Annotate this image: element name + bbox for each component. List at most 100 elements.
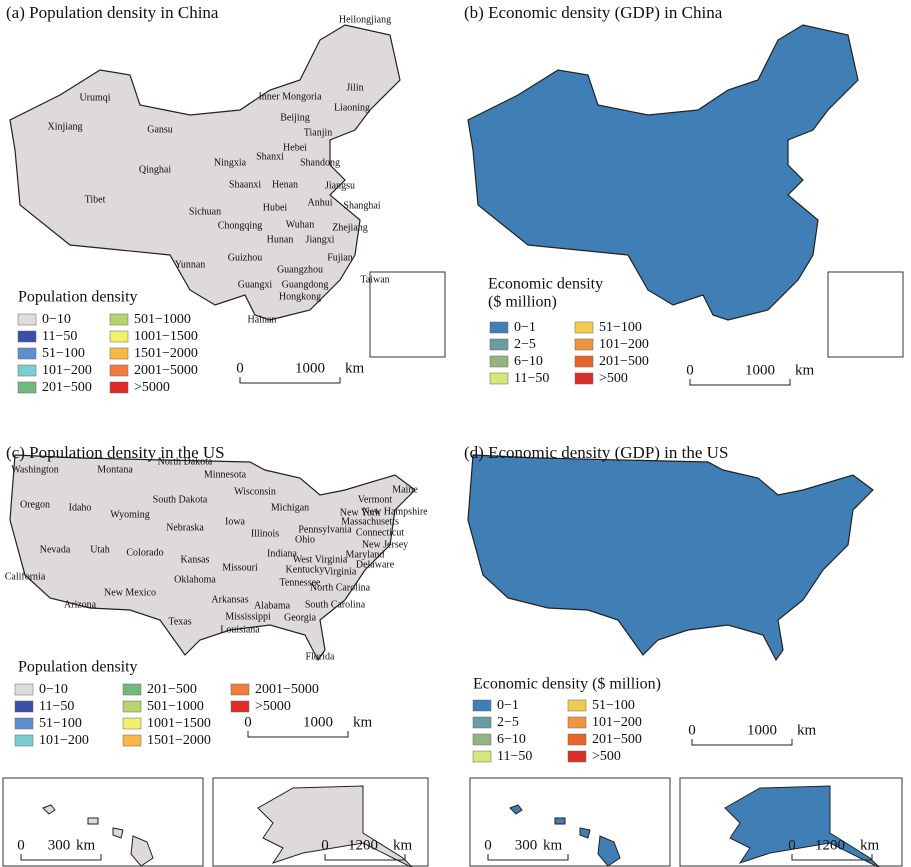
place-label: Heilongjiang [339,14,391,25]
legend-swatch [122,717,142,730]
place-label: Tianjin [304,127,333,138]
scale-unit: km [353,714,373,730]
scale-bar [487,854,569,861]
legend-label: 6−10 [514,354,543,369]
legend-swatch [574,321,594,334]
scale-bar [791,854,873,861]
place-label: Delaware [356,559,395,570]
legend-label: 101−200 [592,715,642,730]
place-label: Massachusetts [341,516,399,527]
legend-swatch [14,700,34,713]
place-label: Kansas [181,554,210,565]
scale-label: 1000 [303,714,333,730]
scale-unit: km [860,837,880,853]
place-label: Maryland [346,549,385,560]
inset-frame [2,777,204,867]
place-label: Pennsylvania [298,524,352,535]
panel-title: (a) Population density in China [6,3,219,22]
legend-label: 1001−1500 [134,329,198,344]
place-label: New Jersey [362,539,408,550]
place-label: Guangzhou [277,264,323,275]
place-label: Shandong [300,157,340,168]
legend-label: 501−1000 [134,312,191,327]
scale-bar [247,731,349,738]
inset: 0 1200 km [212,777,429,867]
legend-swatch [489,338,509,351]
scale-label: 0 [321,837,329,853]
place-label: Urumqi [79,92,110,103]
legend-swatch [14,683,34,696]
place-label: Henan [272,179,298,190]
place-label: Fujian [327,252,353,263]
scale-label: 300 [515,837,538,853]
place-label: Wyoming [110,509,149,520]
place-label: Shanghai [343,200,380,211]
scale-bar [324,854,406,861]
place-label: Jiangsu [325,180,355,191]
place-label: Wisconsin [234,486,276,497]
scale-unit: km [345,360,365,376]
scale-unit: km [795,362,815,378]
place-label: Kentucky [286,564,325,575]
map-panel: (d) Economic density (GDP) in the US Econ… [464,443,874,764]
place-label: Vermont [358,494,393,505]
inset: 0 300 km [2,777,204,867]
legend-swatch [17,381,37,394]
place-label: Anhui [308,197,333,208]
legend-swatch [472,750,492,763]
place-label: Utah [90,544,109,555]
scale-label: 0 [236,360,244,376]
place-label: South Carolina [305,599,366,610]
inset-frame [369,271,446,358]
legend-label: >5000 [255,699,291,714]
place-label: Ohio [295,534,315,545]
inset: 0 1200 km [679,777,903,867]
legend-label: 101−200 [39,733,89,748]
legend-label: 1501−2000 [147,733,211,748]
legend-label: 101−200 [42,363,92,378]
legend-title: ($ million) [488,294,557,311]
legend-swatch [574,372,594,385]
legend-swatch [14,734,34,747]
place-label: Connecticut [356,527,405,538]
legend-swatch [109,381,129,394]
panel-title: (d) Economic density (GDP) in the US [464,443,728,462]
place-label: Louisiana [220,624,260,635]
place-label: Inner Mongoria [258,91,322,102]
place-label: Sichuan [189,206,221,217]
legend-swatch [489,355,509,368]
legend-label: >5000 [134,380,170,395]
scale-label: 0 [17,837,25,853]
legend-label: >500 [592,749,621,764]
place-label: Minnesota [204,469,247,480]
scale-bar [20,854,102,861]
legend-swatch [472,699,492,712]
scale-bar [239,377,341,384]
place-label: Jiangxi [306,234,335,245]
place-label: Indiana [267,548,298,559]
scale-label: 300 [48,837,71,853]
place-label: New York [340,507,381,518]
place-label: Qinghai [139,164,171,175]
legend-label: 0−10 [39,682,68,697]
place-label: Iowa [225,516,246,527]
legend-swatch [472,716,492,729]
legend-swatch [489,372,509,385]
place-label: Hongkong [279,291,321,302]
place-label: Virginia [324,566,357,577]
scale-label: 0 [244,714,252,730]
map-panel: (a) Population density in China Heilongji… [6,3,446,395]
legend-swatch [122,734,142,747]
scale-label: 1000 [295,360,325,376]
place-label: Texas [168,616,191,627]
legend-label: 1001−1500 [147,716,211,731]
place-label: Washington [11,464,59,475]
legend-swatch [574,338,594,351]
legend-label: 201−500 [42,380,92,395]
place-label: Hubei [263,202,288,213]
place-label: Arizona [64,599,97,610]
place-label: Ningxia [214,157,247,168]
legend-swatch [567,699,587,712]
